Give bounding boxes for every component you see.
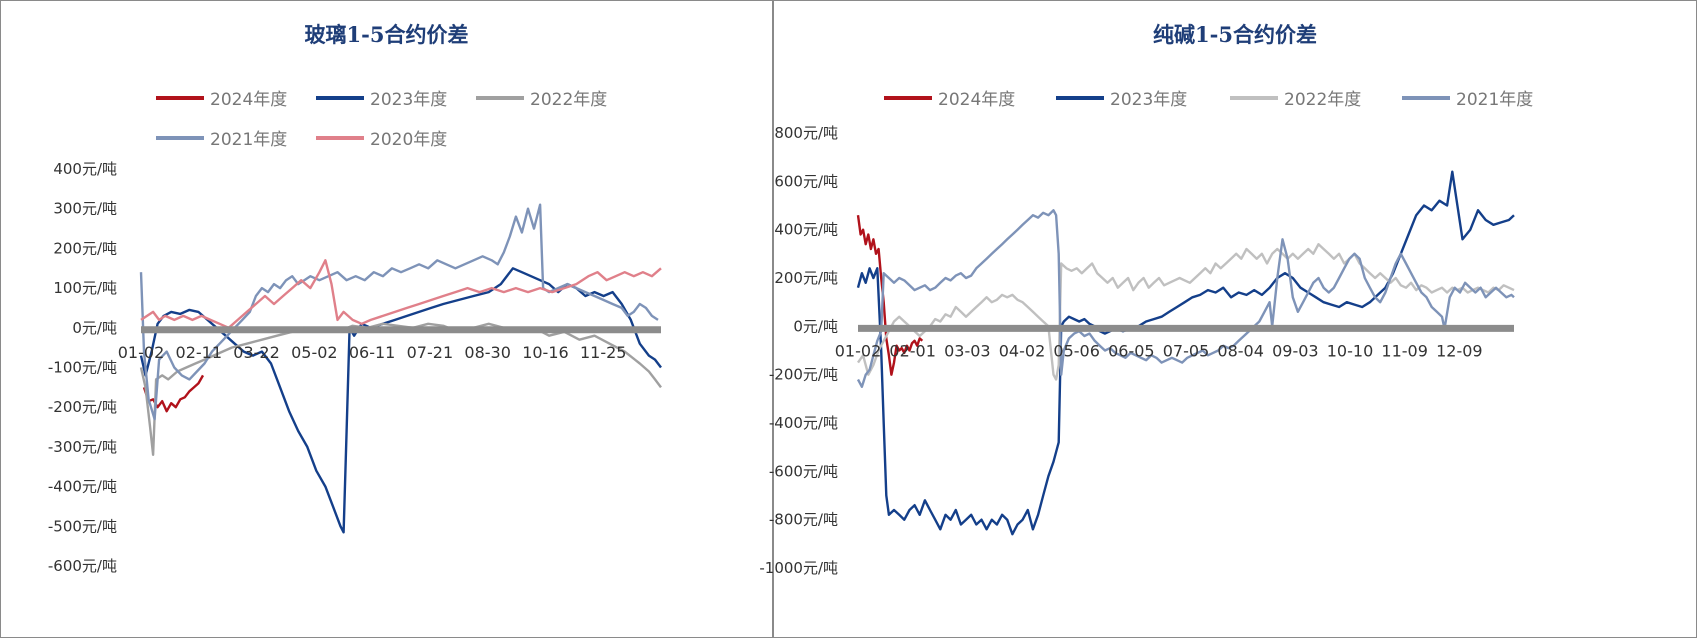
series-line-2021年度 bbox=[856, 209, 1515, 388]
x-tick-label: 10-10 bbox=[1327, 341, 1374, 360]
y-tick-label: -100元/吨 bbox=[48, 359, 117, 377]
x-tick-label: 04-02 bbox=[999, 341, 1046, 360]
legend-swatch bbox=[884, 95, 932, 100]
x-tick-label: 03-22 bbox=[233, 343, 280, 362]
y-tick-label: -300元/吨 bbox=[48, 438, 117, 456]
y-tick-label: -800元/吨 bbox=[769, 511, 838, 529]
legend-label: 2024年度 bbox=[938, 90, 1016, 110]
series-line-2024年度 bbox=[142, 374, 205, 413]
legend-item-2020: 2020年度 bbox=[316, 125, 447, 150]
x-tick-label: 02-01 bbox=[889, 341, 936, 360]
y-tick-label: -200元/吨 bbox=[769, 366, 838, 384]
x-tick-label: 11-25 bbox=[580, 343, 627, 362]
y-tick-label: -600元/吨 bbox=[48, 557, 117, 575]
legend-label: 2020年度 bbox=[370, 130, 448, 150]
legend-label: 2023年度 bbox=[1110, 90, 1188, 110]
x-tick-label: 08-30 bbox=[464, 343, 511, 362]
y-tick-label: 300元/吨 bbox=[53, 200, 117, 218]
legend-label: 2024年度 bbox=[210, 90, 288, 110]
legend-swatch bbox=[1402, 95, 1450, 100]
x-tick-label: 10-16 bbox=[522, 343, 569, 362]
legend-item-2023: 2023年度 bbox=[1056, 85, 1187, 110]
legend-swatch bbox=[476, 95, 524, 100]
y-tick-label: -1000元/吨 bbox=[759, 559, 838, 577]
x-tick-label: 07-05 bbox=[1163, 341, 1210, 360]
x-tick-label: 07-21 bbox=[407, 343, 454, 362]
legend-item-2024: 2024年度 bbox=[156, 85, 287, 110]
y-tick-label: -400元/吨 bbox=[769, 414, 838, 432]
chart-title: 纯碱1-5合约价差 bbox=[1153, 22, 1317, 47]
legend-label: 2022年度 bbox=[1284, 90, 1362, 110]
legend-item-2022: 2022年度 bbox=[476, 85, 607, 110]
y-tick-label: 400元/吨 bbox=[53, 160, 117, 178]
series-line-2021年度 bbox=[139, 203, 659, 421]
y-tick-label: 600元/吨 bbox=[774, 172, 838, 190]
legend-label: 2022年度 bbox=[530, 90, 608, 110]
x-tick-label: 01-02 bbox=[835, 341, 882, 360]
chart-title: 玻璃1-5合约价差 bbox=[304, 22, 469, 47]
legend-swatch bbox=[1056, 95, 1104, 100]
legend: 2024年度 2023年度 2022年度 2021年度 bbox=[774, 1, 1697, 121]
x-tick-label: 03-03 bbox=[944, 341, 991, 360]
chart-plot-soda-ash: 800元/吨 600元/吨 400元/吨 200元/吨 0元/吨 -200元/吨 -400元… bbox=[759, 124, 1515, 577]
chart-plot-glass: 400元/吨 300元/吨 200元/吨 100元/吨 0元/吨 -100元/吨 -200元… bbox=[48, 160, 662, 575]
legend-label: 2023年度 bbox=[370, 90, 448, 110]
x-tick-label: 01-02 bbox=[118, 343, 165, 362]
x-tick-label: 08-04 bbox=[1217, 341, 1264, 360]
legend: 2024年度 2023年度 2022年度 2021年度 2020年度 bbox=[1, 1, 774, 151]
legend-item-2021: 2021年度 bbox=[1402, 85, 1533, 110]
legend-swatch bbox=[156, 95, 204, 100]
y-tick-label: -500元/吨 bbox=[48, 517, 117, 535]
x-tick-label: 12-09 bbox=[1436, 341, 1483, 360]
series-line-2023年度 bbox=[139, 267, 662, 534]
series-line-2022年度 bbox=[857, 243, 1515, 381]
y-tick-label: 800元/吨 bbox=[774, 124, 838, 142]
y-tick-label: 200元/吨 bbox=[53, 239, 117, 257]
chart-panel-glass: 玻璃1-5合约价差 2024年度 2023年度 2022年度 2021年度 20… bbox=[0, 0, 773, 638]
legend-swatch bbox=[316, 135, 364, 140]
x-tick-label: 06-11 bbox=[349, 343, 396, 362]
legend-item-2021: 2021年度 bbox=[156, 125, 287, 150]
series-line-2020年度 bbox=[140, 259, 662, 329]
legend-label: 2021年度 bbox=[210, 130, 288, 150]
x-tick-label: 06-05 bbox=[1108, 341, 1155, 360]
x-tick-label: 05-06 bbox=[1053, 341, 1100, 360]
legend-swatch bbox=[1230, 95, 1278, 100]
x-tick-label: 02-11 bbox=[176, 343, 223, 362]
y-tick-label: -600元/吨 bbox=[769, 462, 838, 480]
legend-label: 2021年度 bbox=[1456, 90, 1534, 110]
x-tick-label: 09-03 bbox=[1272, 341, 1319, 360]
y-tick-label: -400元/吨 bbox=[48, 478, 117, 496]
legend-swatch bbox=[316, 95, 364, 100]
legend-swatch bbox=[156, 135, 204, 140]
y-tick-label: 0元/吨 bbox=[72, 319, 117, 337]
y-tick-label: 400元/吨 bbox=[774, 221, 838, 239]
y-tick-label: -200元/吨 bbox=[48, 398, 117, 416]
legend-item-2023: 2023年度 bbox=[316, 85, 447, 110]
x-tick-label: 05-02 bbox=[291, 343, 338, 362]
legend-item-2024: 2024年度 bbox=[884, 85, 1015, 110]
y-tick-label: 0元/吨 bbox=[793, 317, 838, 335]
x-tick-label: 11-09 bbox=[1381, 341, 1428, 360]
y-tick-label: 100元/吨 bbox=[53, 279, 117, 297]
chart-panel-soda-ash: 纯碱1-5合约价差 2024年度 2023年度 2022年度 2021年度 80… bbox=[759, 0, 1697, 638]
series-line-2024年度 bbox=[856, 215, 924, 376]
legend-item-2022: 2022年度 bbox=[1230, 85, 1361, 110]
y-tick-label: 200元/吨 bbox=[774, 269, 838, 287]
